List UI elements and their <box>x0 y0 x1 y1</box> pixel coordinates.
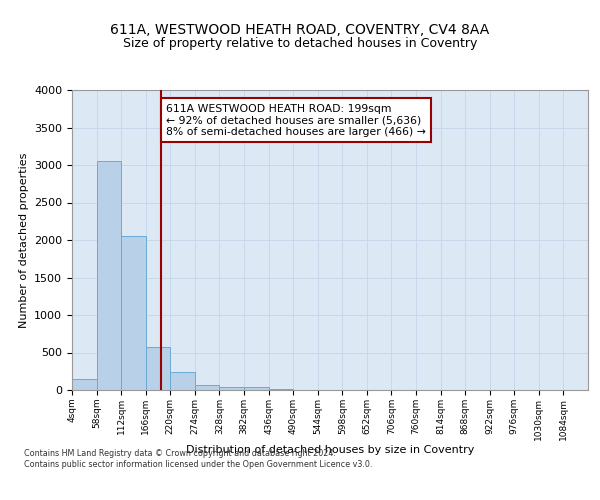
Bar <box>220 387 244 390</box>
Text: Size of property relative to detached houses in Coventry: Size of property relative to detached ho… <box>123 38 477 51</box>
Bar <box>97 160 121 390</box>
Bar <box>170 372 195 390</box>
Text: 611A, WESTWOOD HEATH ROAD, COVENTRY, CV4 8AA: 611A, WESTWOOD HEATH ROAD, COVENTRY, CV4… <box>110 22 490 36</box>
Bar <box>269 389 293 390</box>
Bar <box>195 385 220 390</box>
Y-axis label: Number of detached properties: Number of detached properties <box>19 152 29 328</box>
Bar <box>244 388 269 390</box>
Bar <box>121 236 146 390</box>
X-axis label: Distribution of detached houses by size in Coventry: Distribution of detached houses by size … <box>186 446 474 456</box>
Bar <box>72 379 97 390</box>
Bar <box>146 347 170 390</box>
Text: Contains HM Land Registry data © Crown copyright and database right 2024.: Contains HM Land Registry data © Crown c… <box>24 448 336 458</box>
Text: 611A WESTWOOD HEATH ROAD: 199sqm
← 92% of detached houses are smaller (5,636)
8%: 611A WESTWOOD HEATH ROAD: 199sqm ← 92% o… <box>166 104 426 136</box>
Text: Contains public sector information licensed under the Open Government Licence v3: Contains public sector information licen… <box>24 460 373 469</box>
